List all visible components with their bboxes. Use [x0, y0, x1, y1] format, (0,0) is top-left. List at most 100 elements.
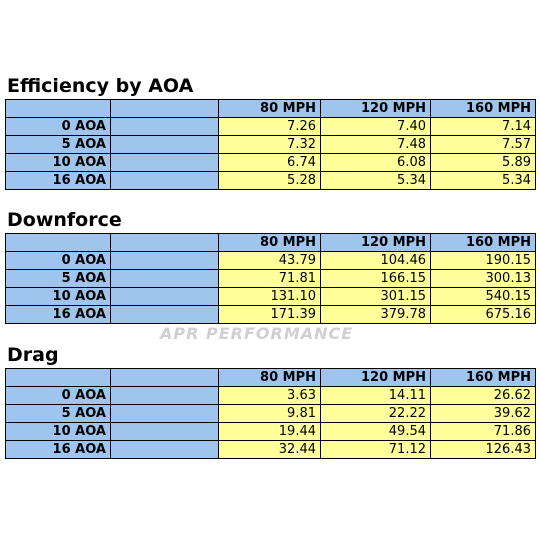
- spacer-cell: [110, 153, 219, 172]
- row-label: 5 AOA: [5, 404, 111, 423]
- data-row: 5 AOA 71.81 166.15 300.13: [5, 269, 536, 288]
- row-label: 0 AOA: [5, 117, 111, 136]
- value-cell: 5.28: [218, 171, 321, 190]
- value-cell: 5.34: [320, 171, 431, 190]
- value-cell: 71.86: [430, 422, 536, 441]
- header-cell: [5, 99, 111, 118]
- column-header: 80 MPH: [218, 368, 321, 387]
- spacer-cell: [110, 117, 219, 136]
- data-table: 80 MPH 120 MPH 160 MPH 0 AOA 7.26 7.40 7.14 5 A…: [5, 99, 536, 190]
- column-header: 120 MPH: [320, 368, 431, 387]
- row-label: 10 AOA: [5, 287, 111, 306]
- value-cell: 5.34: [430, 171, 536, 190]
- header-row: 80 MPH 120 MPH 160 MPH: [5, 233, 536, 252]
- section: Downforce 80 MPH 120 MPH 160 MPH 0 AOA 43.79 1…: [5, 208, 536, 324]
- data-row: 10 AOA 19.44 49.54 71.86: [5, 422, 536, 441]
- header-cell: [110, 99, 219, 118]
- value-cell: 104.46: [320, 251, 431, 270]
- header-cell: [5, 368, 111, 387]
- value-cell: 7.48: [320, 135, 431, 154]
- section-title: Downforce: [7, 209, 122, 231]
- value-cell: 49.54: [320, 422, 431, 441]
- column-header: 120 MPH: [320, 233, 431, 252]
- column-header: 160 MPH: [430, 368, 536, 387]
- value-cell: 7.57: [430, 135, 536, 154]
- value-cell: 6.08: [320, 153, 431, 172]
- column-header: 80 MPH: [218, 233, 321, 252]
- spacer-cell: [110, 269, 219, 288]
- data-row: 16 AOA 32.44 71.12 126.43: [5, 440, 536, 459]
- spacer-cell: [110, 386, 219, 405]
- header-row: 80 MPH 120 MPH 160 MPH: [5, 368, 536, 387]
- value-cell: 71.81: [218, 269, 321, 288]
- data-row: 0 AOA 7.26 7.40 7.14: [5, 117, 536, 136]
- row-label: 5 AOA: [5, 269, 111, 288]
- value-cell: 22.22: [320, 404, 431, 423]
- row-label: 16 AOA: [5, 305, 111, 324]
- row-label: 0 AOA: [5, 251, 111, 270]
- data-row: 10 AOA 6.74 6.08 5.89: [5, 153, 536, 172]
- value-cell: 7.40: [320, 117, 431, 136]
- value-cell: 540.15: [430, 287, 536, 306]
- value-cell: 39.62: [430, 404, 536, 423]
- row-label: 5 AOA: [5, 135, 111, 154]
- watermark: APR PERFORMANCE: [160, 324, 354, 343]
- value-cell: 71.12: [320, 440, 431, 459]
- value-cell: 6.74: [218, 153, 321, 172]
- row-label: 16 AOA: [5, 171, 111, 190]
- value-cell: 7.14: [430, 117, 536, 136]
- spacer-cell: [110, 440, 219, 459]
- data-row: 16 AOA 171.39 379.78 675.16: [5, 305, 536, 324]
- value-cell: 300.13: [430, 269, 536, 288]
- spacer-cell: [110, 404, 219, 423]
- value-cell: 166.15: [320, 269, 431, 288]
- data-row: 10 AOA 131.10 301.15 540.15: [5, 287, 536, 306]
- value-cell: 43.79: [218, 251, 321, 270]
- value-cell: 19.44: [218, 422, 321, 441]
- header-row: 80 MPH 120 MPH 160 MPH: [5, 99, 536, 118]
- data-table: 80 MPH 120 MPH 160 MPH 0 AOA 3.63 14.11 26.62 5…: [5, 368, 536, 459]
- data-table: 80 MPH 120 MPH 160 MPH 0 AOA 43.79 104.46 190.…: [5, 233, 536, 324]
- row-label: 10 AOA: [5, 422, 111, 441]
- value-cell: 9.81: [218, 404, 321, 423]
- spacer-cell: [110, 305, 219, 324]
- value-cell: 301.15: [320, 287, 431, 306]
- data-row: 0 AOA 3.63 14.11 26.62: [5, 386, 536, 405]
- spacer-cell: [110, 171, 219, 190]
- data-row: 16 AOA 5.28 5.34 5.34: [5, 171, 536, 190]
- header-cell: [110, 233, 219, 252]
- section: Efficiency by AOA 80 MPH 120 MPH 160 MPH 0 A…: [5, 74, 536, 190]
- row-label: 0 AOA: [5, 386, 111, 405]
- value-cell: 126.43: [430, 440, 536, 459]
- section-title: Drag: [7, 344, 59, 366]
- row-label: 10 AOA: [5, 153, 111, 172]
- spacer-cell: [110, 251, 219, 270]
- value-cell: 3.63: [218, 386, 321, 405]
- column-header: 80 MPH: [218, 99, 321, 118]
- row-label: 16 AOA: [5, 440, 111, 459]
- column-header: 160 MPH: [430, 99, 536, 118]
- value-cell: 131.10: [218, 287, 321, 306]
- data-row: 5 AOA 9.81 22.22 39.62: [5, 404, 536, 423]
- value-cell: 14.11: [320, 386, 431, 405]
- data-row: 5 AOA 7.32 7.48 7.57: [5, 135, 536, 154]
- header-cell: [110, 368, 219, 387]
- spacer-cell: [110, 422, 219, 441]
- spacer-cell: [110, 135, 219, 154]
- value-cell: 7.26: [218, 117, 321, 136]
- column-header: 160 MPH: [430, 233, 536, 252]
- section: Drag 80 MPH 120 MPH 160 MPH 0 AOA 3.63 14.11 26…: [5, 343, 536, 459]
- column-header: 120 MPH: [320, 99, 431, 118]
- value-cell: 7.32: [218, 135, 321, 154]
- value-cell: 190.15: [430, 251, 536, 270]
- header-cell: [5, 233, 111, 252]
- value-cell: 32.44: [218, 440, 321, 459]
- value-cell: 26.62: [430, 386, 536, 405]
- value-cell: 675.16: [430, 305, 536, 324]
- value-cell: 379.78: [320, 305, 431, 324]
- value-cell: 171.39: [218, 305, 321, 324]
- spacer-cell: [110, 287, 219, 306]
- section-title: Efficiency by AOA: [7, 75, 194, 97]
- data-row: 0 AOA 43.79 104.46 190.15: [5, 251, 536, 270]
